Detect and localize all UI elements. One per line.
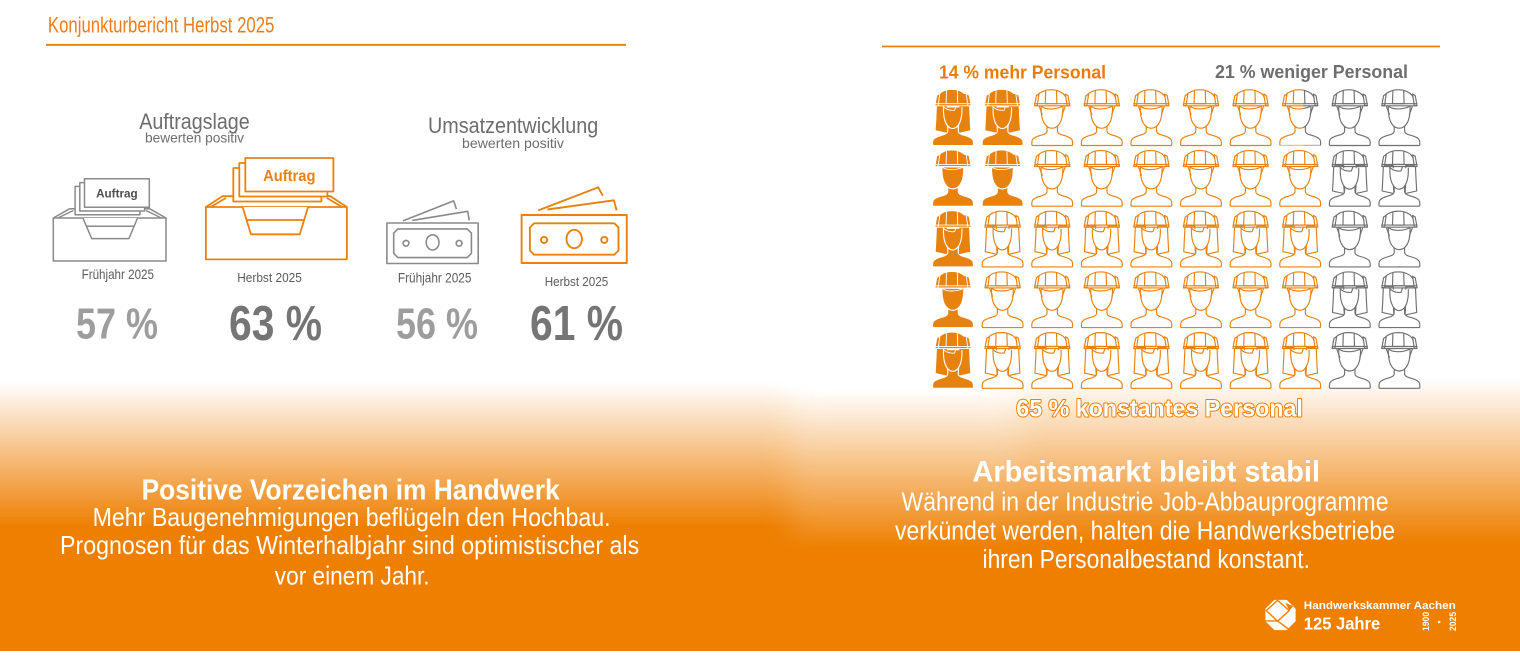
svg-text:Herbst 2025: Herbst 2025: [545, 274, 609, 289]
svg-text:Positive Vorzeichen im Handwer: Positive Vorzeichen im Handwerk: [142, 475, 560, 507]
svg-text:bewerten positiv: bewerten positiv: [145, 130, 244, 146]
svg-text:Auftrag: Auftrag: [96, 187, 138, 200]
svg-text:61 %: 61 %: [530, 297, 623, 351]
svg-text:Frühjahr 2025: Frühjahr 2025: [82, 267, 154, 282]
svg-text:Auftragslage: Auftragslage: [139, 109, 250, 134]
svg-text:bewerten positiv: bewerten positiv: [462, 135, 564, 151]
svg-text:Prognosen für das Winterhalbja: Prognosen für das Winterhalbjahr sind op…: [60, 532, 639, 560]
svg-text:1900: 1900: [1421, 612, 1432, 631]
svg-text:2025: 2025: [1448, 611, 1459, 631]
svg-text:verkündet werden, halten die H: verkündet werden, halten die Handwerksbe…: [895, 517, 1395, 545]
svg-text:21 % weniger Personal: 21 % weniger Personal: [1215, 61, 1408, 82]
svg-text:Herbst 2025: Herbst 2025: [237, 270, 302, 285]
svg-text:Konjunkturbericht Herbst 2025: Konjunkturbericht Herbst 2025: [48, 13, 275, 38]
svg-text:14 % mehr Personal: 14 % mehr Personal: [939, 62, 1106, 83]
svg-text:vor einem Jahr.: vor einem Jahr.: [275, 562, 430, 590]
svg-text:Umsatzentwicklung: Umsatzentwicklung: [428, 113, 598, 138]
svg-text:Während in der Industrie Job-A: Während in der Industrie Job-Abbauprogra…: [902, 489, 1389, 517]
svg-text:56 %: 56 %: [396, 300, 478, 349]
svg-text:63 %: 63 %: [229, 297, 322, 351]
svg-text:Frühjahr 2025: Frühjahr 2025: [398, 271, 472, 286]
svg-text:65 % konstantes Personal: 65 % konstantes Personal: [1016, 395, 1303, 422]
svg-text:125 Jahre: 125 Jahre: [1304, 614, 1381, 634]
svg-text:Handwerkskammer Aachen: Handwerkskammer Aachen: [1304, 600, 1456, 612]
svg-text:ihren Personalbestand konstant: ihren Personalbestand konstant.: [983, 546, 1311, 574]
svg-text:57 %: 57 %: [76, 300, 158, 349]
svg-text:Arbeitsmarkt bleibt stabil: Arbeitsmarkt bleibt stabil: [973, 456, 1321, 489]
svg-text:Mehr Baugenehmigungen beflügel: Mehr Baugenehmigungen beflügeln den Hoch…: [93, 504, 611, 532]
svg-text:Auftrag: Auftrag: [263, 168, 315, 185]
